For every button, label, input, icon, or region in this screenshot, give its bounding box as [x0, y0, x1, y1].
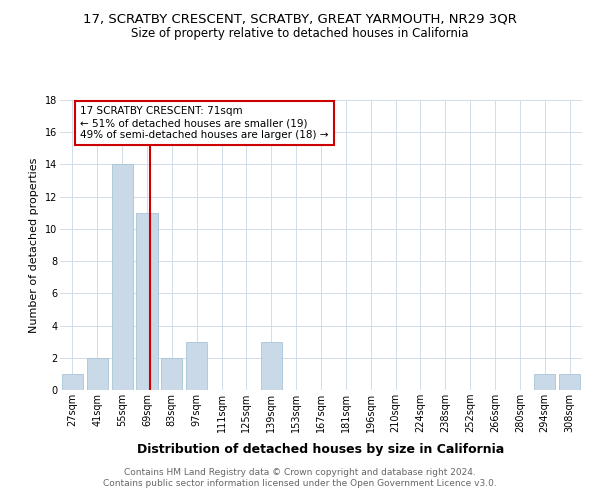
Text: 17, SCRATBY CRESCENT, SCRATBY, GREAT YARMOUTH, NR29 3QR: 17, SCRATBY CRESCENT, SCRATBY, GREAT YAR…	[83, 12, 517, 26]
Text: Size of property relative to detached houses in California: Size of property relative to detached ho…	[131, 28, 469, 40]
Bar	[62, 374, 83, 390]
Text: Distribution of detached houses by size in California: Distribution of detached houses by size …	[137, 442, 505, 456]
Bar	[136, 213, 158, 390]
Bar	[161, 358, 182, 390]
Y-axis label: Number of detached properties: Number of detached properties	[29, 158, 39, 332]
Text: 17 SCRATBY CRESCENT: 71sqm
← 51% of detached houses are smaller (19)
49% of semi: 17 SCRATBY CRESCENT: 71sqm ← 51% of deta…	[80, 106, 328, 140]
Bar	[559, 374, 580, 390]
Text: Contains HM Land Registry data © Crown copyright and database right 2024.
Contai: Contains HM Land Registry data © Crown c…	[103, 468, 497, 487]
Bar	[87, 358, 108, 390]
Bar	[186, 342, 207, 390]
Bar	[534, 374, 555, 390]
Bar	[112, 164, 133, 390]
Bar	[261, 342, 282, 390]
